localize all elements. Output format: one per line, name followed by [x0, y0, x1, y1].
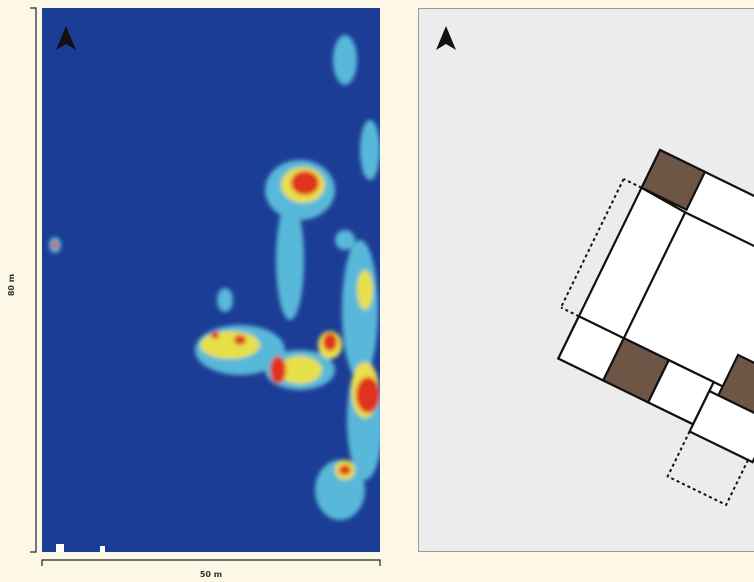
- page: 80 m 50 m (() => { const data = JSON.par…: [0, 0, 754, 582]
- horizontal-scale-label: 50 m: [200, 570, 222, 579]
- vertical-scale-label: 80 m: [7, 274, 16, 296]
- figure: 80 m 50 m: [0, 0, 754, 582]
- horizontal-scale-bar: [42, 560, 380, 566]
- vertical-scale-bar: [30, 8, 36, 552]
- survey-map: [42, 8, 383, 552]
